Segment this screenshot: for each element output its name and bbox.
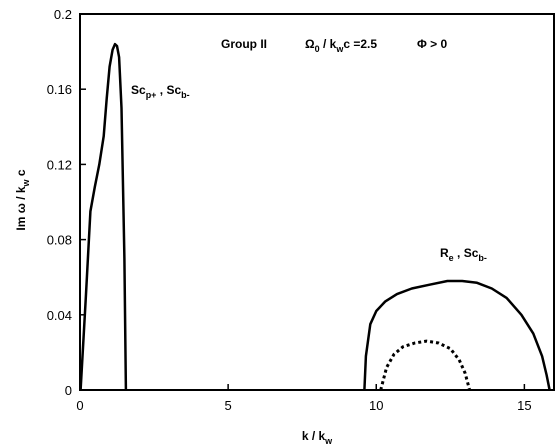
annotation-group: Group II: [221, 37, 267, 51]
y-tick-label: 0.12: [47, 157, 72, 172]
annotation-phi: Φ > 0: [417, 37, 448, 51]
label-scp-scb: Scp+ , Scb-: [131, 83, 190, 100]
series-line-3-dotted: [379, 339, 472, 391]
x-tick-label: 0: [76, 398, 83, 413]
y-axis-label: Im ω / kw c: [14, 169, 31, 231]
y-tick-label: 0.16: [47, 82, 72, 97]
y-tick-label: 0.08: [47, 233, 72, 248]
x-tick-label: 15: [517, 398, 531, 413]
y-tick-label: 0: [65, 383, 72, 398]
plot-frame: [79, 13, 555, 391]
x-axis-label: k / kw: [302, 429, 333, 446]
series-line-1: [79, 42, 128, 391]
y-tick-label: 0.2: [54, 7, 72, 22]
series-group: [79, 42, 551, 391]
x-tick-label: 10: [369, 398, 383, 413]
series-line-2: [363, 279, 551, 391]
x-tick-label: 5: [225, 398, 232, 413]
ticks: 0 5 10 15 0 0.04 0.08 0.12 0.16 0.2: [47, 7, 532, 413]
y-tick-label: 0.04: [47, 308, 72, 323]
annotation-omega-ratio: Ω0 / kwc =2.5: [305, 37, 377, 54]
label-re-scb: Re , Scb-: [440, 246, 487, 263]
